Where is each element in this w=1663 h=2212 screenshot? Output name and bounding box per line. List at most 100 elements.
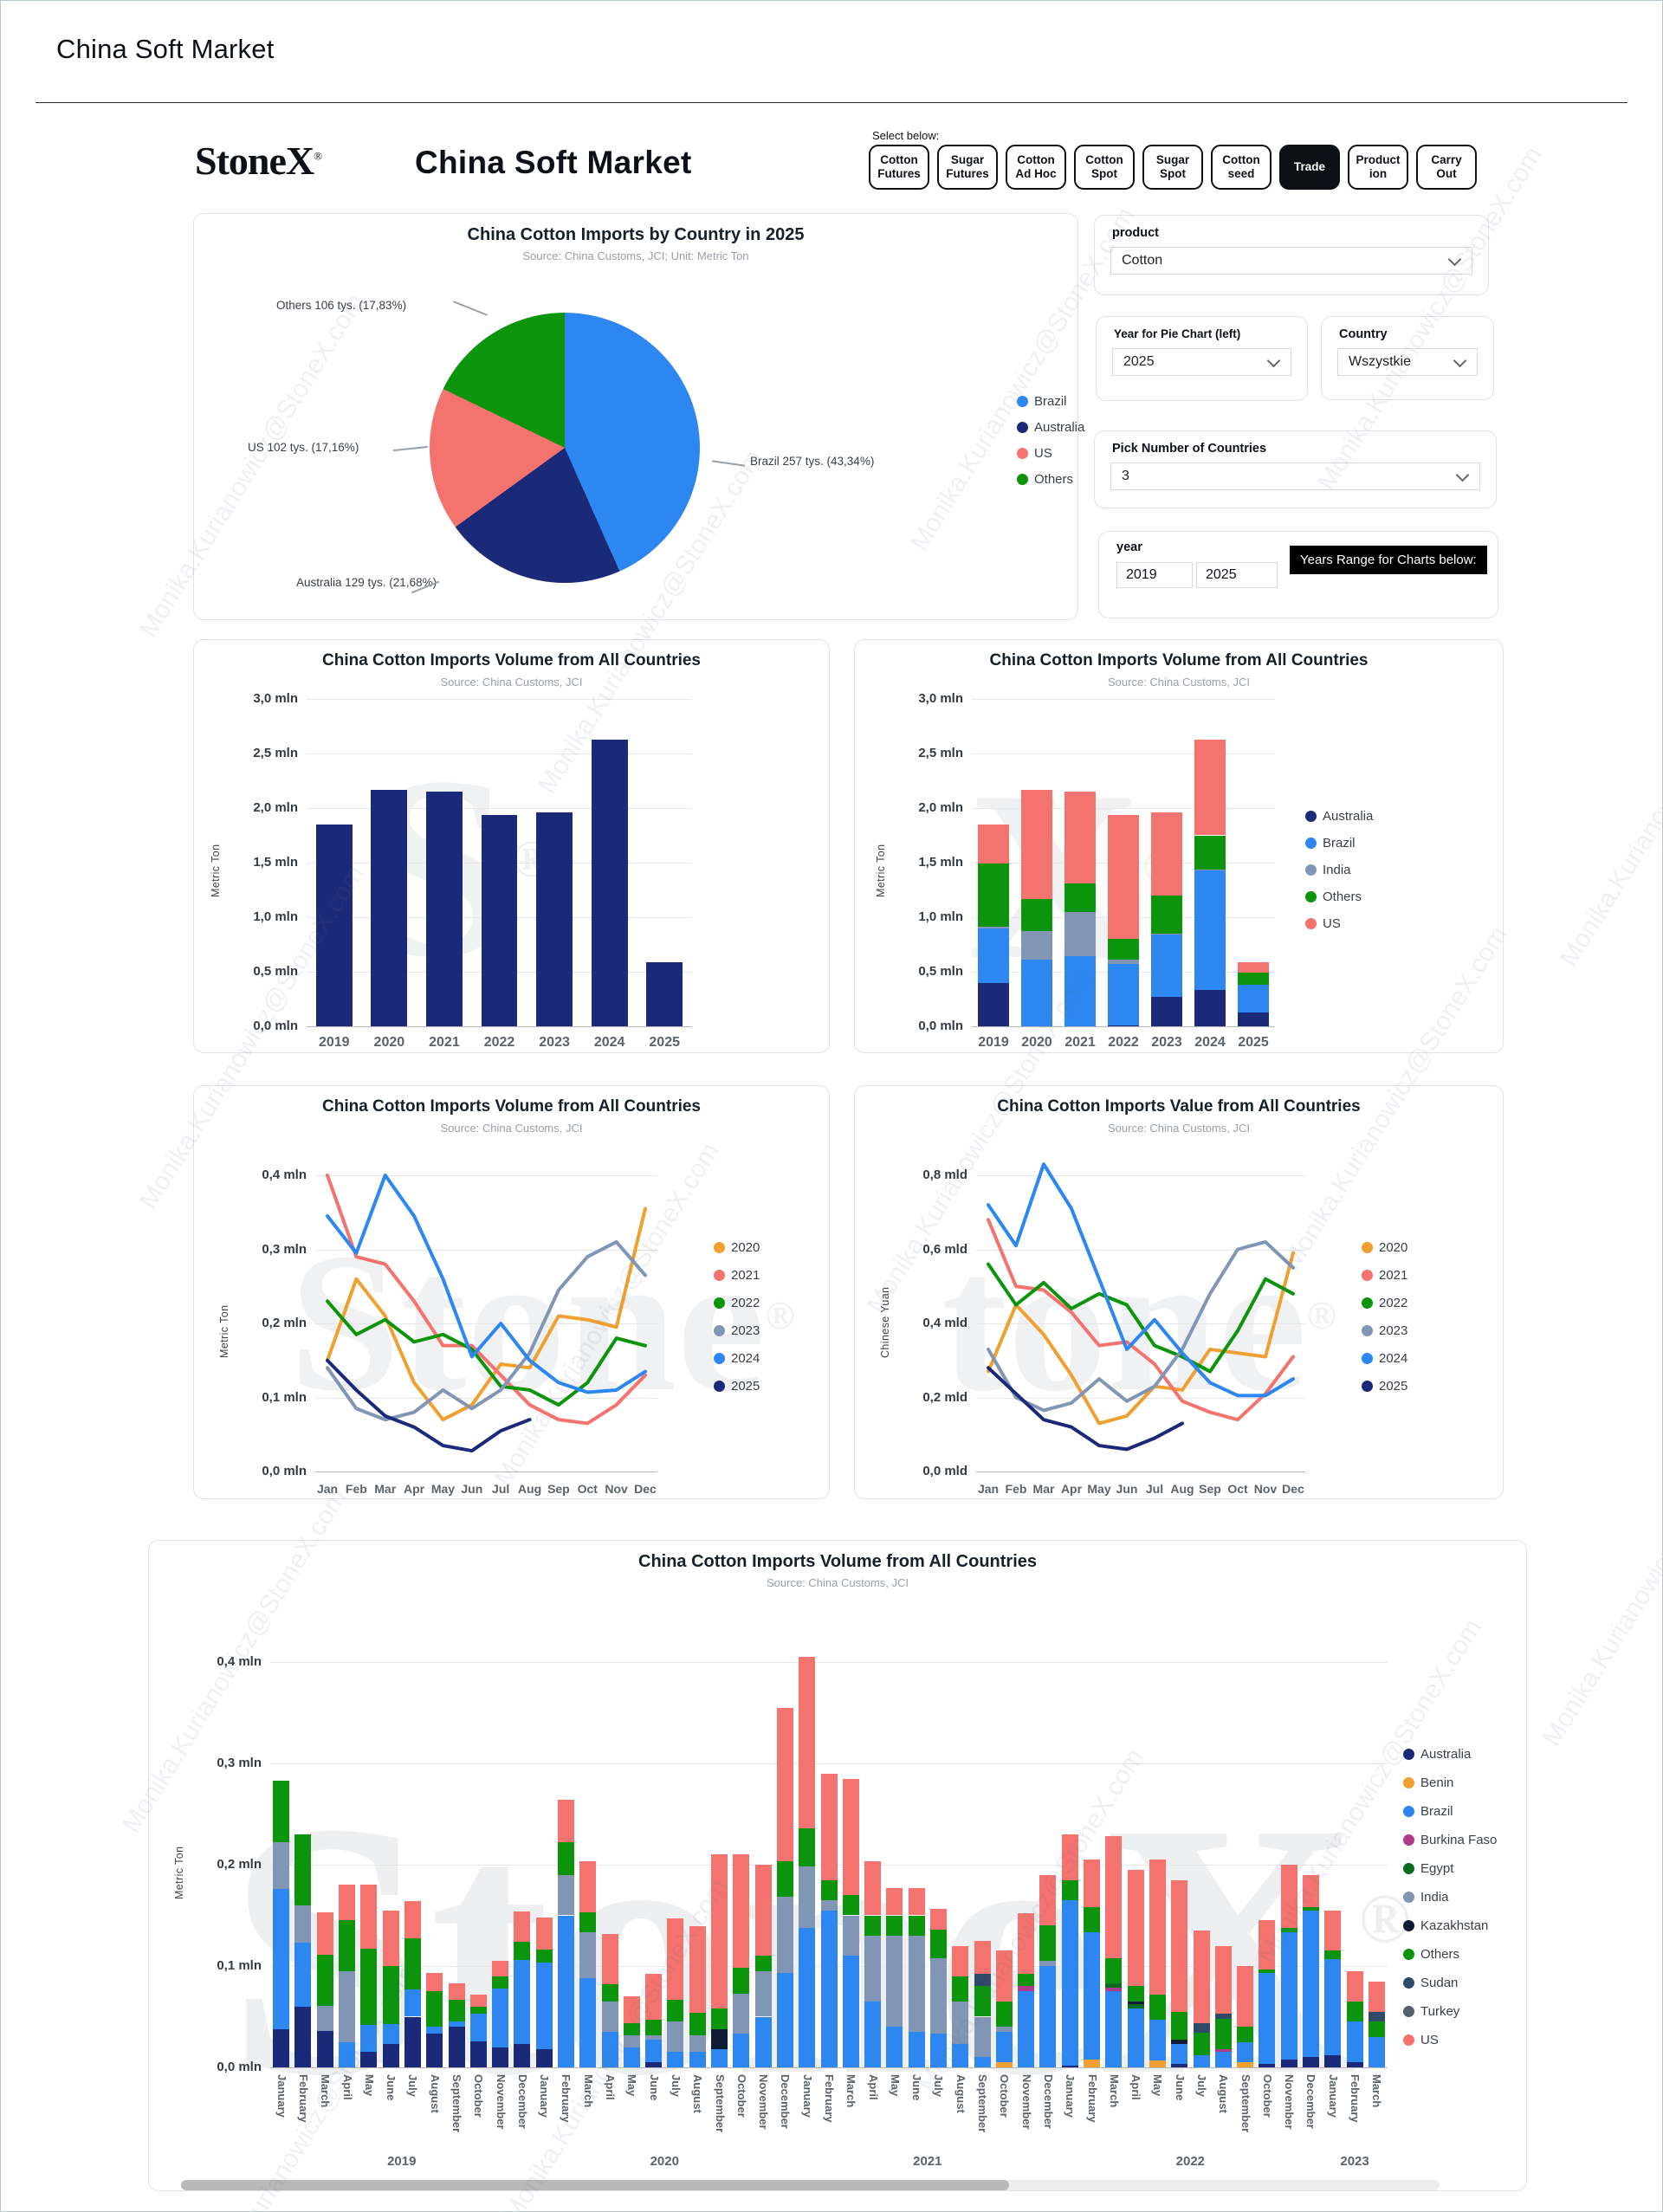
monthly-volume-source: Source: China Customs, JCI bbox=[440, 1122, 583, 1135]
line-legend-2020: 2020 bbox=[714, 1240, 760, 1255]
pie-label-others: Others 106 tys. (17,83%) bbox=[276, 299, 407, 312]
line-series-2024 bbox=[987, 1162, 1295, 1398]
line-legend-2023: 2023 bbox=[1362, 1323, 1407, 1338]
legend-dot-others bbox=[1017, 474, 1028, 485]
x-axis-tick-may: May bbox=[1087, 1482, 1111, 1496]
monthly-stack-segment-us bbox=[754, 1865, 772, 1957]
legend-label: India bbox=[1420, 1890, 1449, 1905]
legend-label: 2023 bbox=[1379, 1323, 1408, 1338]
monthly-stack-segment-india bbox=[799, 1866, 816, 1928]
gridline bbox=[315, 1397, 657, 1399]
monthly-stack-segment-india bbox=[1039, 1961, 1057, 1966]
monthly-stack-segment-others bbox=[776, 1861, 793, 1898]
monthly-stack-segment-others bbox=[492, 1976, 509, 1989]
y-axis-tick: 1,5 mln bbox=[253, 855, 298, 870]
annual-stacked-title: China Cotton Imports Volume from All Cou… bbox=[989, 651, 1369, 669]
monthly-stack-segment-australia bbox=[426, 2034, 443, 2067]
year-pie-select[interactable]: 2025 bbox=[1112, 348, 1291, 376]
legend-label: 2022 bbox=[731, 1296, 760, 1310]
monthly-legend-egypt: Egypt bbox=[1403, 1861, 1453, 1876]
month-tick: October bbox=[734, 2074, 748, 2118]
product-select[interactable]: Cotton bbox=[1110, 247, 1472, 275]
gridline bbox=[315, 1323, 657, 1324]
month-tick: April bbox=[866, 2074, 880, 2100]
year-from-input[interactable]: 2019 bbox=[1116, 562, 1193, 588]
country-label: Country bbox=[1339, 327, 1388, 341]
x-axis-tick-2021: 2021 bbox=[1064, 1035, 1096, 1050]
monthly-stack-segment-brazil bbox=[1039, 1966, 1057, 2067]
monthly-stack-segment-others bbox=[1259, 1969, 1276, 1974]
year-pie-value: 2025 bbox=[1123, 354, 1155, 369]
tab-cotton-spot[interactable]: Cotton Spot bbox=[1074, 145, 1135, 190]
monthly-stack-segment-us bbox=[1214, 1945, 1232, 2014]
country-select[interactable]: Wszystkie bbox=[1337, 348, 1478, 376]
monthly-stack-segment-us bbox=[404, 1901, 421, 1939]
month-tick: January bbox=[538, 2074, 552, 2118]
monthly-volume-title: China Cotton Imports Volume from All Cou… bbox=[322, 1097, 701, 1116]
legend-dot-australia bbox=[1017, 422, 1028, 433]
tab-cotton-ad-hoc[interactable]: Cotton Ad Hoc bbox=[1006, 145, 1066, 190]
monthly-stack-segment-benin bbox=[1237, 2062, 1254, 2067]
monthly-stack-segment-brazil bbox=[294, 1943, 312, 2007]
gridline bbox=[976, 1175, 1305, 1176]
month-tick: March bbox=[319, 2074, 333, 2108]
year-to-input[interactable]: 2025 bbox=[1196, 562, 1278, 588]
x-axis-tick-2019: 2019 bbox=[978, 1035, 1009, 1050]
pie-legend-australia: Australia bbox=[1017, 420, 1084, 435]
stack-2022-india bbox=[1108, 960, 1139, 965]
y-axis-tick: 2,0 mln bbox=[918, 800, 963, 815]
stack-2019-brazil bbox=[978, 928, 1009, 983]
bar-2022 bbox=[481, 814, 518, 1026]
x-axis-tick-nov: Nov bbox=[605, 1482, 628, 1496]
tab-carry-out[interactable]: Carry Out bbox=[1416, 145, 1477, 190]
monthly-stack-segment-us bbox=[908, 1887, 925, 1916]
monthly-stack-segment-brazil bbox=[995, 2032, 1013, 2063]
tab-product-ion[interactable]: Product ion bbox=[1348, 145, 1408, 190]
monthly-stack-segment-australia bbox=[316, 2030, 333, 2067]
legend-label: 2023 bbox=[731, 1323, 760, 1338]
tab-cotton-futures[interactable]: Cotton Futures bbox=[869, 145, 929, 190]
watermark-email: Monika.Kurianowicz@StoneX.com bbox=[1537, 1397, 1663, 1751]
monthly-stack-segment-others bbox=[557, 1842, 574, 1875]
monthly-stack-segment-others bbox=[886, 1915, 903, 1936]
legend-dot-india bbox=[1305, 864, 1317, 876]
registered-mark: ® bbox=[314, 149, 322, 163]
monthly-stack-segment-brazil bbox=[339, 2041, 356, 2067]
y-axis-tick: 1,0 mln bbox=[253, 909, 298, 924]
line-legend-2021: 2021 bbox=[714, 1268, 760, 1283]
monthly-stack-segment-india bbox=[820, 1899, 838, 1911]
stack-2024-others bbox=[1194, 835, 1226, 870]
monthly-stack-segment-india bbox=[733, 1993, 750, 2034]
x-axis-tick-aug: Aug bbox=[1170, 1482, 1194, 1496]
legend-dot-benin bbox=[1403, 1777, 1414, 1788]
year-group-2021: 2021 bbox=[913, 2154, 942, 2169]
monthly-legend-burkina-faso: Burkina Faso bbox=[1403, 1833, 1497, 1847]
monthly-stack-segment-brazil bbox=[469, 2013, 487, 2041]
legend-dot-kazakhstan bbox=[1403, 1920, 1414, 1931]
monthly-stack-segment-others bbox=[995, 2001, 1013, 2028]
monthly-stack-segment-brazil bbox=[667, 2052, 684, 2067]
pick-countries-select[interactable]: 3 bbox=[1110, 462, 1480, 490]
stack-2019-india bbox=[978, 927, 1009, 928]
monthly-stack-segment-brazil bbox=[864, 2001, 882, 2067]
tab-cotton-seed[interactable]: Cotton seed bbox=[1211, 145, 1272, 190]
bar-2020 bbox=[371, 789, 408, 1026]
line-legend-2020: 2020 bbox=[1362, 1240, 1407, 1255]
monthly-stack-segment-brazil bbox=[1127, 2008, 1144, 2067]
tab-sugar-futures[interactable]: Sugar Futures bbox=[937, 145, 998, 190]
legend-label: 2022 bbox=[1379, 1296, 1408, 1310]
x-axis-tick-2025: 2025 bbox=[1238, 1035, 1269, 1050]
y-axis-tick: 0,2 mld bbox=[922, 1389, 967, 1405]
monthly-stack-segment-brazil bbox=[776, 1973, 793, 2067]
monthly-stack-segment-benin bbox=[995, 2062, 1013, 2067]
chart-scrollbar-thumb[interactable] bbox=[181, 2180, 1009, 2190]
line-series-2023 bbox=[326, 1239, 647, 1422]
x-axis-tick-sep: Sep bbox=[547, 1482, 570, 1496]
tab-trade[interactable]: Trade bbox=[1279, 145, 1340, 190]
month-tick: May bbox=[625, 2074, 639, 2097]
month-tick: January bbox=[1064, 2074, 1077, 2118]
monthly-stack-segment-brazil bbox=[799, 1927, 816, 2067]
tab-sugar-spot[interactable]: Sugar Spot bbox=[1142, 145, 1203, 190]
y-axis-tick: 0,0 mln bbox=[918, 1019, 963, 1033]
